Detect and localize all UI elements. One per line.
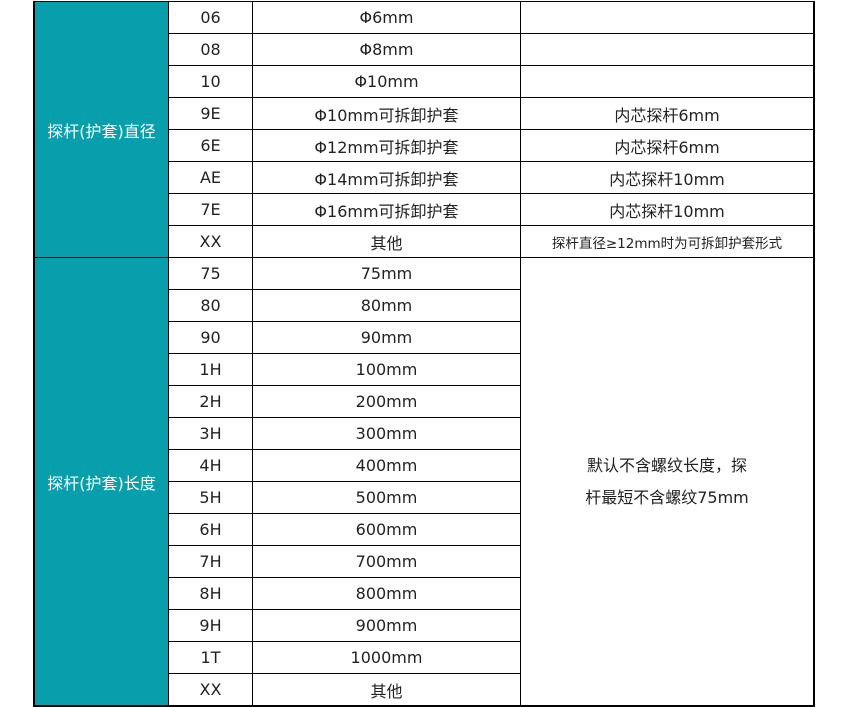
code-cell: 3H bbox=[168, 417, 253, 450]
note-cell bbox=[520, 65, 815, 98]
code-cell: AE bbox=[168, 161, 253, 194]
code-cell: 2H bbox=[168, 385, 253, 418]
note-line: 默认不含螺纹长度，探 bbox=[586, 455, 747, 475]
description-cell: Φ16mm可拆卸护套 bbox=[252, 193, 521, 226]
note-cell: 内芯探杆10mm bbox=[520, 193, 815, 226]
table-row: AE Φ14mm可拆卸护套 内芯探杆10mm bbox=[34, 161, 815, 194]
code-cell: 1H bbox=[168, 353, 253, 386]
table-row: 6E Φ12mm可拆卸护套 内芯探杆6mm bbox=[34, 129, 815, 162]
description-cell: 700mm bbox=[252, 545, 521, 578]
spec-table: 探杆(护套)直径 06 Φ6mm 08 Φ8mm 10 Φ10mm 9E Φ10mm可拆卸护套内… bbox=[33, 1, 815, 707]
description-cell: 其他 bbox=[252, 673, 521, 707]
table-row: 8H 800mm bbox=[34, 577, 814, 610]
table-row: XX 其他 探杆直径≥12mm时为可拆卸护套形式 bbox=[34, 225, 815, 258]
table-row: 7H 700mm bbox=[34, 545, 814, 578]
table-row: 1H 100mm bbox=[34, 353, 814, 386]
code-cell: 4H bbox=[168, 449, 253, 482]
code-cell: XX bbox=[168, 673, 253, 707]
note-cell: 内芯探杆6mm bbox=[520, 97, 815, 130]
note-cell: 内芯探杆6mm bbox=[520, 129, 815, 162]
description-cell: 400mm bbox=[252, 449, 521, 482]
description-cell: 80mm bbox=[252, 289, 521, 322]
code-cell: 80 bbox=[168, 289, 253, 322]
code-cell: 75 bbox=[168, 257, 253, 290]
description-cell: 1000mm bbox=[252, 641, 521, 674]
note-cell: 默认不含螺纹长度，探 杆最短不含螺纹75mm bbox=[520, 257, 815, 707]
table-row: 2H 200mm bbox=[34, 385, 814, 418]
note-cell bbox=[520, 33, 815, 66]
code-cell: 9H bbox=[168, 609, 253, 642]
table-row: 4H 400mm bbox=[34, 449, 814, 482]
description-cell: 200mm bbox=[252, 385, 521, 418]
table-row: 10 Φ10mm bbox=[34, 65, 815, 98]
description-cell: Φ6mm bbox=[252, 1, 521, 34]
note-cell: 内芯探杆10mm bbox=[520, 161, 815, 194]
group-label: 探杆(护套)直径 bbox=[33, 1, 169, 258]
table-row: 探杆(护套)直径 06 Φ6mm bbox=[33, 1, 815, 258]
code-cell: 9E bbox=[168, 97, 253, 130]
note-line: 杆最短不含螺纹75mm bbox=[585, 487, 749, 507]
description-cell: 90mm bbox=[252, 321, 521, 354]
table-row: 5H 500mm bbox=[34, 481, 814, 514]
note-cell: 探杆直径≥12mm时为可拆卸护套形式 bbox=[520, 225, 815, 258]
description-cell: Φ14mm可拆卸护套 bbox=[252, 161, 521, 194]
description-cell: Φ10mm bbox=[252, 65, 521, 98]
group-label: 探杆(护套)长度 bbox=[33, 257, 169, 707]
note-cell bbox=[520, 1, 815, 34]
description-cell: 100mm bbox=[252, 353, 521, 386]
code-cell: XX bbox=[168, 225, 253, 258]
code-cell: 6E bbox=[168, 129, 253, 162]
table-row: 1T 1000mm bbox=[34, 641, 814, 674]
code-cell: 10 bbox=[168, 65, 253, 98]
description-cell: Φ10mm可拆卸护套 bbox=[252, 97, 521, 130]
table-row: 08 Φ8mm bbox=[34, 33, 815, 66]
description-cell: 600mm bbox=[252, 513, 521, 546]
code-cell: 08 bbox=[168, 33, 253, 66]
code-cell: 1T bbox=[168, 641, 253, 674]
description-cell: Φ12mm可拆卸护套 bbox=[252, 129, 521, 162]
code-cell: 7E bbox=[168, 193, 253, 226]
table-row: 9E Φ10mm可拆卸护套 内芯探杆6mm bbox=[34, 97, 815, 130]
code-cell: 06 bbox=[168, 1, 253, 34]
code-cell: 5H bbox=[168, 481, 253, 514]
description-cell: 800mm bbox=[252, 577, 521, 610]
description-cell: 500mm bbox=[252, 481, 521, 514]
code-cell: 7H bbox=[168, 545, 253, 578]
code-cell: 8H bbox=[168, 577, 253, 610]
table-row: 探杆(护套)长度 75 75mm 默认不含螺纹长度，探 杆最短不含螺纹75mm bbox=[33, 257, 815, 707]
description-cell: 900mm bbox=[252, 609, 521, 642]
table-row: 9H 900mm bbox=[34, 609, 814, 642]
code-cell: 90 bbox=[168, 321, 253, 354]
description-cell: Φ8mm bbox=[252, 33, 521, 66]
table-row: 90 90mm bbox=[34, 321, 814, 354]
description-cell: 300mm bbox=[252, 417, 521, 450]
code-cell: 6H bbox=[168, 513, 253, 546]
description-cell: 75mm bbox=[252, 257, 521, 290]
description-cell: 其他 bbox=[252, 225, 521, 258]
table-row: 7E Φ16mm可拆卸护套 内芯探杆10mm bbox=[34, 193, 815, 226]
